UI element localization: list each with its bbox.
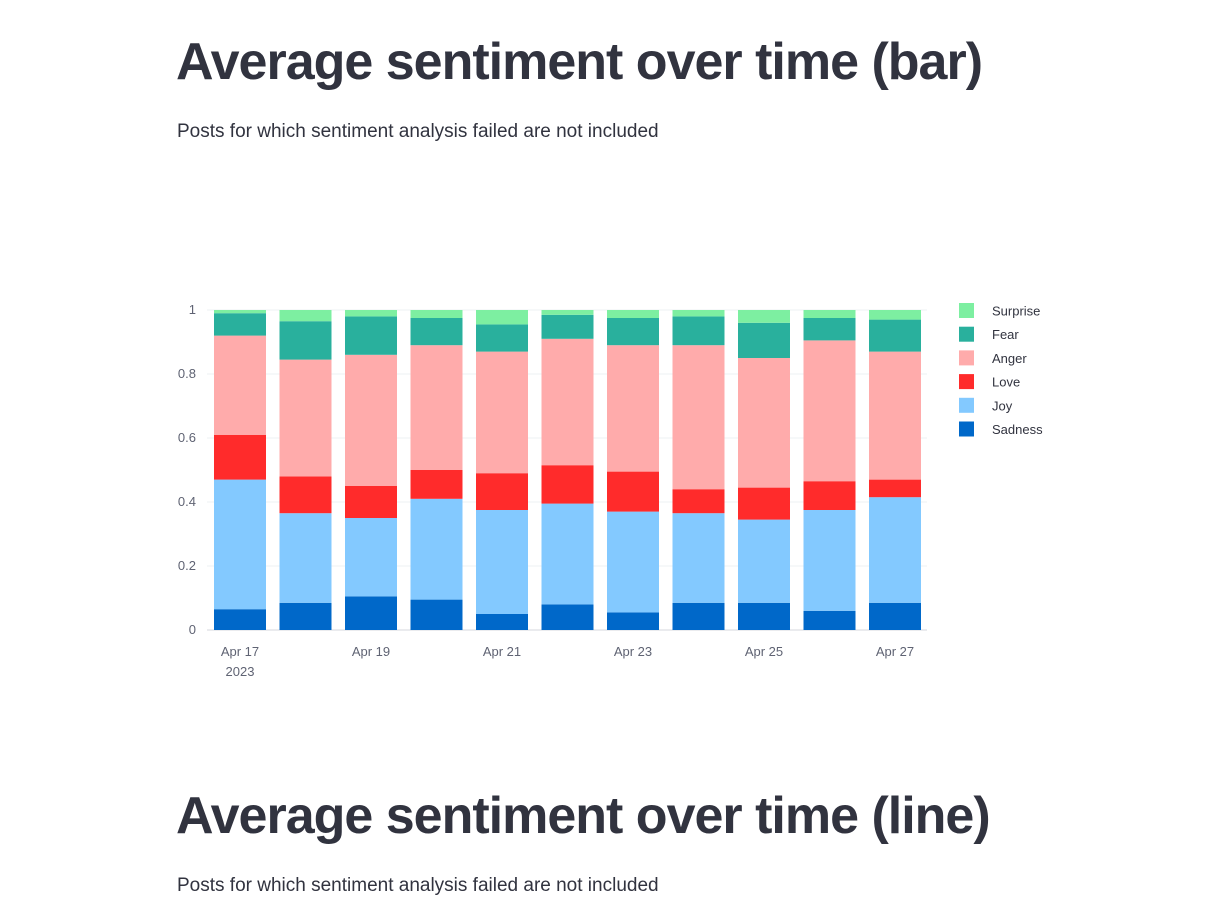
bar-segment-anger — [345, 354, 397, 486]
bar-segment-sadness — [541, 604, 594, 630]
bar-segment-love — [672, 489, 725, 514]
y-tick-label: 0 — [189, 622, 196, 637]
y-tick-label: 0.8 — [178, 366, 196, 381]
bar-segment-joy — [541, 503, 594, 605]
bar-segment-fear — [410, 318, 463, 346]
x-tick-label: Apr 23 — [614, 644, 652, 659]
bar-segment-joy — [672, 513, 725, 603]
bar-segment-surprise — [869, 310, 921, 320]
bar-segment-love — [869, 479, 921, 498]
y-tick-label: 0.6 — [178, 430, 196, 445]
bar-segment-surprise — [345, 310, 397, 317]
bar-segment-anger — [803, 340, 856, 482]
bar-segment-joy — [279, 513, 332, 603]
y-tick-label: 0.4 — [178, 494, 196, 509]
bar-segment-anger — [869, 351, 921, 480]
bar-segment-joy — [345, 518, 397, 597]
bar-segment-fear — [541, 314, 594, 339]
legend-label-anger[interactable]: Anger — [992, 351, 1027, 366]
bar-segment-love — [279, 476, 332, 514]
bar-segment-sadness — [345, 596, 397, 630]
bar-segment-sadness — [738, 602, 790, 630]
bar-segment-sadness — [607, 612, 659, 630]
bar-segment-surprise — [410, 310, 463, 318]
legend-swatch-sadness[interactable] — [959, 421, 974, 437]
x-tick-label: Apr 27 — [876, 644, 914, 659]
bar-segment-surprise — [672, 310, 725, 317]
bar-segment-sadness — [476, 614, 528, 630]
y-tick-label: 1 — [189, 302, 196, 317]
bar-segment-sadness — [672, 602, 725, 630]
page-title-bar-chart: Average sentiment over time (bar) — [176, 33, 983, 91]
bar-segment-anger — [541, 338, 594, 466]
x-tick-label: Apr 17 — [221, 644, 259, 659]
x-tick-label: Apr 21 — [483, 644, 521, 659]
x-tick-label: Apr 19 — [352, 644, 390, 659]
bar-segment-sadness — [803, 610, 856, 630]
bar-segment-anger — [738, 358, 790, 488]
bar-segment-surprise — [476, 310, 528, 325]
bar-segment-love — [607, 471, 659, 512]
bar-segment-love — [738, 487, 790, 520]
bar-segment-fear — [738, 322, 790, 358]
bar-segment-sadness — [279, 602, 332, 630]
x-tick-label: Apr 25 — [745, 644, 783, 659]
page-title-line-chart: Average sentiment over time (line) — [176, 787, 991, 845]
bar-segment-sadness — [410, 599, 463, 630]
bar-segment-fear — [672, 316, 725, 346]
bar-segment-love — [541, 465, 594, 504]
bar-segment-joy — [803, 510, 856, 611]
bar-segment-love — [803, 481, 856, 510]
legend-swatch-joy[interactable] — [959, 397, 974, 413]
bar-segment-surprise — [279, 310, 332, 322]
bar-segment-joy — [476, 510, 528, 614]
bar-segment-love — [214, 434, 266, 480]
legend-label-joy[interactable]: Joy — [992, 398, 1013, 413]
bar-segment-surprise — [607, 310, 659, 318]
legend-label-surprise[interactable]: Surprise — [992, 304, 1040, 319]
legend-swatch-surprise[interactable] — [959, 303, 974, 318]
x-tick-label: 2023 — [226, 664, 255, 679]
legend-swatch-fear[interactable] — [959, 326, 974, 342]
bar-segment-love — [410, 470, 463, 499]
caption-bar-chart: Posts for which sentiment analysis faile… — [177, 121, 659, 142]
bar-segment-love — [476, 473, 528, 510]
bar-segment-fear — [607, 318, 659, 346]
bar-segment-anger — [672, 345, 725, 490]
bar-segment-joy — [214, 479, 266, 610]
bar-segment-surprise — [803, 310, 856, 318]
bar-segment-joy — [410, 498, 463, 600]
bar-segment-anger — [476, 351, 528, 474]
bar-segment-fear — [869, 319, 921, 352]
legend-swatch-love[interactable] — [959, 374, 974, 390]
bar-segment-sadness — [869, 602, 921, 630]
bar-segment-joy — [607, 511, 659, 613]
bar-segment-surprise — [541, 310, 594, 315]
bar-segment-joy — [869, 497, 921, 603]
bar-segment-anger — [279, 359, 332, 477]
bar-segment-fear — [279, 321, 332, 360]
legend-label-fear[interactable]: Fear — [992, 327, 1019, 342]
bar-segment-anger — [214, 335, 266, 435]
bar-segment-surprise — [214, 310, 266, 314]
bar-segment-surprise — [738, 310, 790, 323]
bar-segment-anger — [607, 345, 659, 472]
caption-line-chart: Posts for which sentiment analysis faile… — [177, 875, 659, 896]
legend-label-sadness[interactable]: Sadness — [992, 422, 1043, 437]
bar-segment-fear — [345, 316, 397, 355]
bar-segment-fear — [214, 313, 266, 336]
y-tick-label: 0.2 — [178, 558, 196, 573]
legend-label-love[interactable]: Love — [992, 375, 1020, 390]
bar-segment-sadness — [214, 609, 266, 630]
bar-segment-anger — [410, 345, 463, 470]
bar-segment-love — [345, 486, 397, 518]
bar-segment-joy — [738, 519, 790, 603]
legend-swatch-anger[interactable] — [959, 350, 974, 366]
bar-segment-fear — [803, 318, 856, 341]
bar-segment-fear — [476, 324, 528, 352]
